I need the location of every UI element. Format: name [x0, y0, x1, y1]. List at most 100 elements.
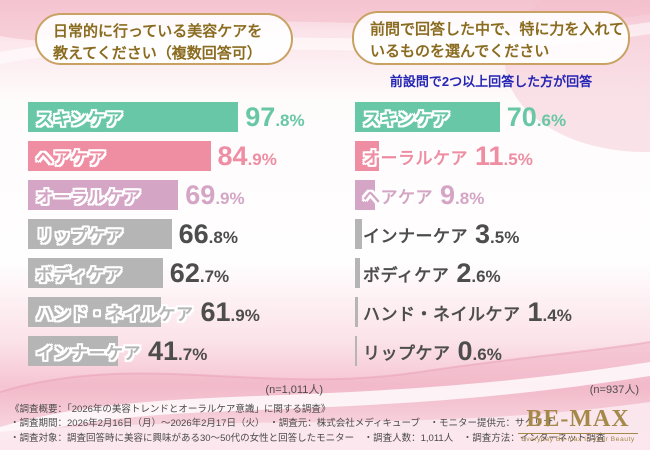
question-box-left: 日常的に行っている美容ケアを 教えてください（複数回答可）: [35, 13, 293, 65]
bar-value-frac: .5%: [490, 227, 520, 247]
bar-value-int: 97: [245, 101, 276, 132]
question-right-line1: 前問で回答した中で、特に力を入れて: [370, 21, 624, 38]
bar-value-int: 84: [217, 140, 248, 171]
bar-value-int: 11: [475, 140, 504, 171]
bar-value-int: 41: [148, 335, 179, 366]
bar-label: ハンド・ネイルケア: [36, 304, 194, 324]
survey-overview: 《調査概要：「2026年の美容トレンドとオーラルケア意識」に関する調査》 ・調査…: [10, 403, 606, 446]
bar-value-frac: .8%: [275, 110, 305, 130]
bar-value: 2.6%: [456, 258, 500, 289]
bar: [355, 258, 361, 288]
bar: [28, 180, 179, 210]
bar-label: オーラルケア: [363, 148, 468, 168]
bar-value: 62.7%: [170, 258, 229, 289]
bar-value-frac: .9%: [247, 149, 277, 169]
bar-value-int: 3: [475, 218, 491, 249]
bar-value: 84.9%: [218, 141, 277, 172]
bar-row: ボディケア 62.7%: [28, 258, 328, 288]
bar-label: ハンド・ネイルケア: [363, 304, 521, 324]
question-right-line2: いるものを選んでください: [370, 42, 550, 60]
bar: [355, 297, 358, 327]
bar-value: 0.6%: [458, 336, 502, 367]
bar: [28, 258, 163, 288]
bar-label: スキンケア: [363, 109, 450, 129]
bar-label: インナーケア: [363, 226, 468, 246]
survey-overview-title: 《調査概要：「2026年の美容トレンドとオーラルケア意識」に関する調査》: [10, 404, 331, 415]
bar-value: 97.8%: [245, 102, 304, 133]
bar-label: リップケア: [36, 226, 124, 246]
bar-value: 69.9%: [185, 180, 244, 211]
question-box-right: 前問で回答した中で、特に力を入れて いるものを選んでください: [352, 11, 630, 65]
bar-value-frac: .8%: [455, 188, 485, 208]
bar-row: リップケア 0.6%: [355, 336, 643, 366]
bar: [28, 336, 118, 366]
bar-value-frac: .6%: [472, 344, 502, 364]
question-left-line1: 日常的に行っている美容ケアを: [53, 23, 263, 40]
bar-value: 9.8%: [440, 180, 484, 211]
logo-rule: [518, 433, 638, 434]
bar-value-int: 0: [457, 335, 473, 366]
bar-value-frac: .9%: [230, 305, 260, 325]
bar-row: ボディケア 2.6%: [355, 258, 643, 288]
bar: [28, 297, 162, 327]
logo-wordmark: BE-MAX: [526, 406, 630, 432]
bar-row: ヘアケア 84.9%: [28, 141, 328, 171]
bar-value-frac: .6%: [536, 110, 567, 130]
bar-value: 41.7%: [148, 336, 207, 367]
bar-value-frac: .5%: [503, 149, 533, 169]
bar-row: リップケア 66.8%: [28, 219, 328, 249]
question-left-line2: 教えてください（複数回答可）: [53, 44, 262, 62]
bar: [355, 141, 379, 171]
bar: [355, 219, 363, 249]
bar-value-int: 69: [185, 179, 216, 210]
bar: [355, 102, 500, 132]
bar-value-int: 2: [456, 257, 472, 288]
bar-value-int: 62: [169, 257, 200, 288]
bar-row: インナーケア 3.5%: [355, 219, 643, 249]
bar-row: オーラルケア 69.9%: [28, 180, 328, 210]
bar-row: インナーケア 41.7%: [28, 336, 328, 366]
sample-size-right: (n=937人): [589, 384, 639, 396]
bar-row: スキンケア 97.8%: [28, 102, 328, 132]
bar-value-int: 61: [200, 296, 231, 327]
survey-target-method: ・調査対象：調査回答時に美容に興味がある30～50代の女性と回答したモニター ・…: [10, 432, 606, 444]
bar-label: ボディケア: [363, 265, 450, 285]
bar-row: ハンド・ネイルケア 61.9%: [28, 297, 328, 327]
bar: [28, 219, 172, 249]
bar-value-int: 9: [440, 179, 456, 210]
bar-value-frac: .8%: [208, 227, 238, 247]
bar-value: 1.4%: [528, 297, 572, 328]
bar-row: ヘアケア 9.8%: [355, 180, 643, 210]
bar-value-int: 70: [506, 101, 537, 132]
be-max-logo: BE-MAX Everyday Be max in your Beauty: [514, 407, 642, 443]
sample-size-left: (n=1,011人): [265, 384, 323, 396]
bar-value: 66.8%: [179, 219, 238, 250]
bar-value-frac: .6%: [471, 266, 501, 286]
filter-note: 前設問で2つ以上回答した方が回答: [389, 74, 593, 89]
bar: [28, 141, 211, 171]
bar-label: リップケア: [363, 343, 451, 363]
bar-label: スキンケア: [36, 109, 123, 129]
bar-row: オーラルケア 11.5%: [355, 141, 643, 171]
bar-value-int: 1: [527, 296, 543, 327]
bar-value-frac: .9%: [215, 188, 245, 208]
bar: [355, 180, 376, 210]
survey-period-source: ・調査期間：2026年2月16日（月）～2026年2月17日（火） ・調査元：株…: [10, 418, 553, 430]
bar: [28, 102, 239, 132]
bar-value-frac: .7%: [199, 266, 230, 286]
daily-care-chart: スキンケア 97.8% ヘアケア 84.9% オーラルケア 69.9% リップケア 66.8%…: [28, 102, 328, 375]
bar-label: オーラルケア: [36, 187, 141, 207]
bar-value: 70.6%: [507, 102, 566, 133]
bar-value-frac: .4%: [542, 305, 572, 325]
bar-value: 3.5%: [475, 219, 519, 250]
bar-row: ハンド・ネイルケア 1.4%: [355, 297, 643, 327]
bar-label: ヘアケア: [36, 148, 106, 168]
bar: [355, 336, 357, 366]
bar-row: スキンケア 70.6%: [355, 102, 643, 132]
bar-value: 11.5%: [475, 141, 533, 172]
bar-label: ヘアケア: [363, 187, 433, 207]
focus-care-chart: スキンケア 70.6% オーラルケア 11.5% ヘアケア 9.8% インナーケア 3.5% ボ…: [355, 102, 643, 375]
bar-label: ボディケア: [36, 265, 123, 285]
